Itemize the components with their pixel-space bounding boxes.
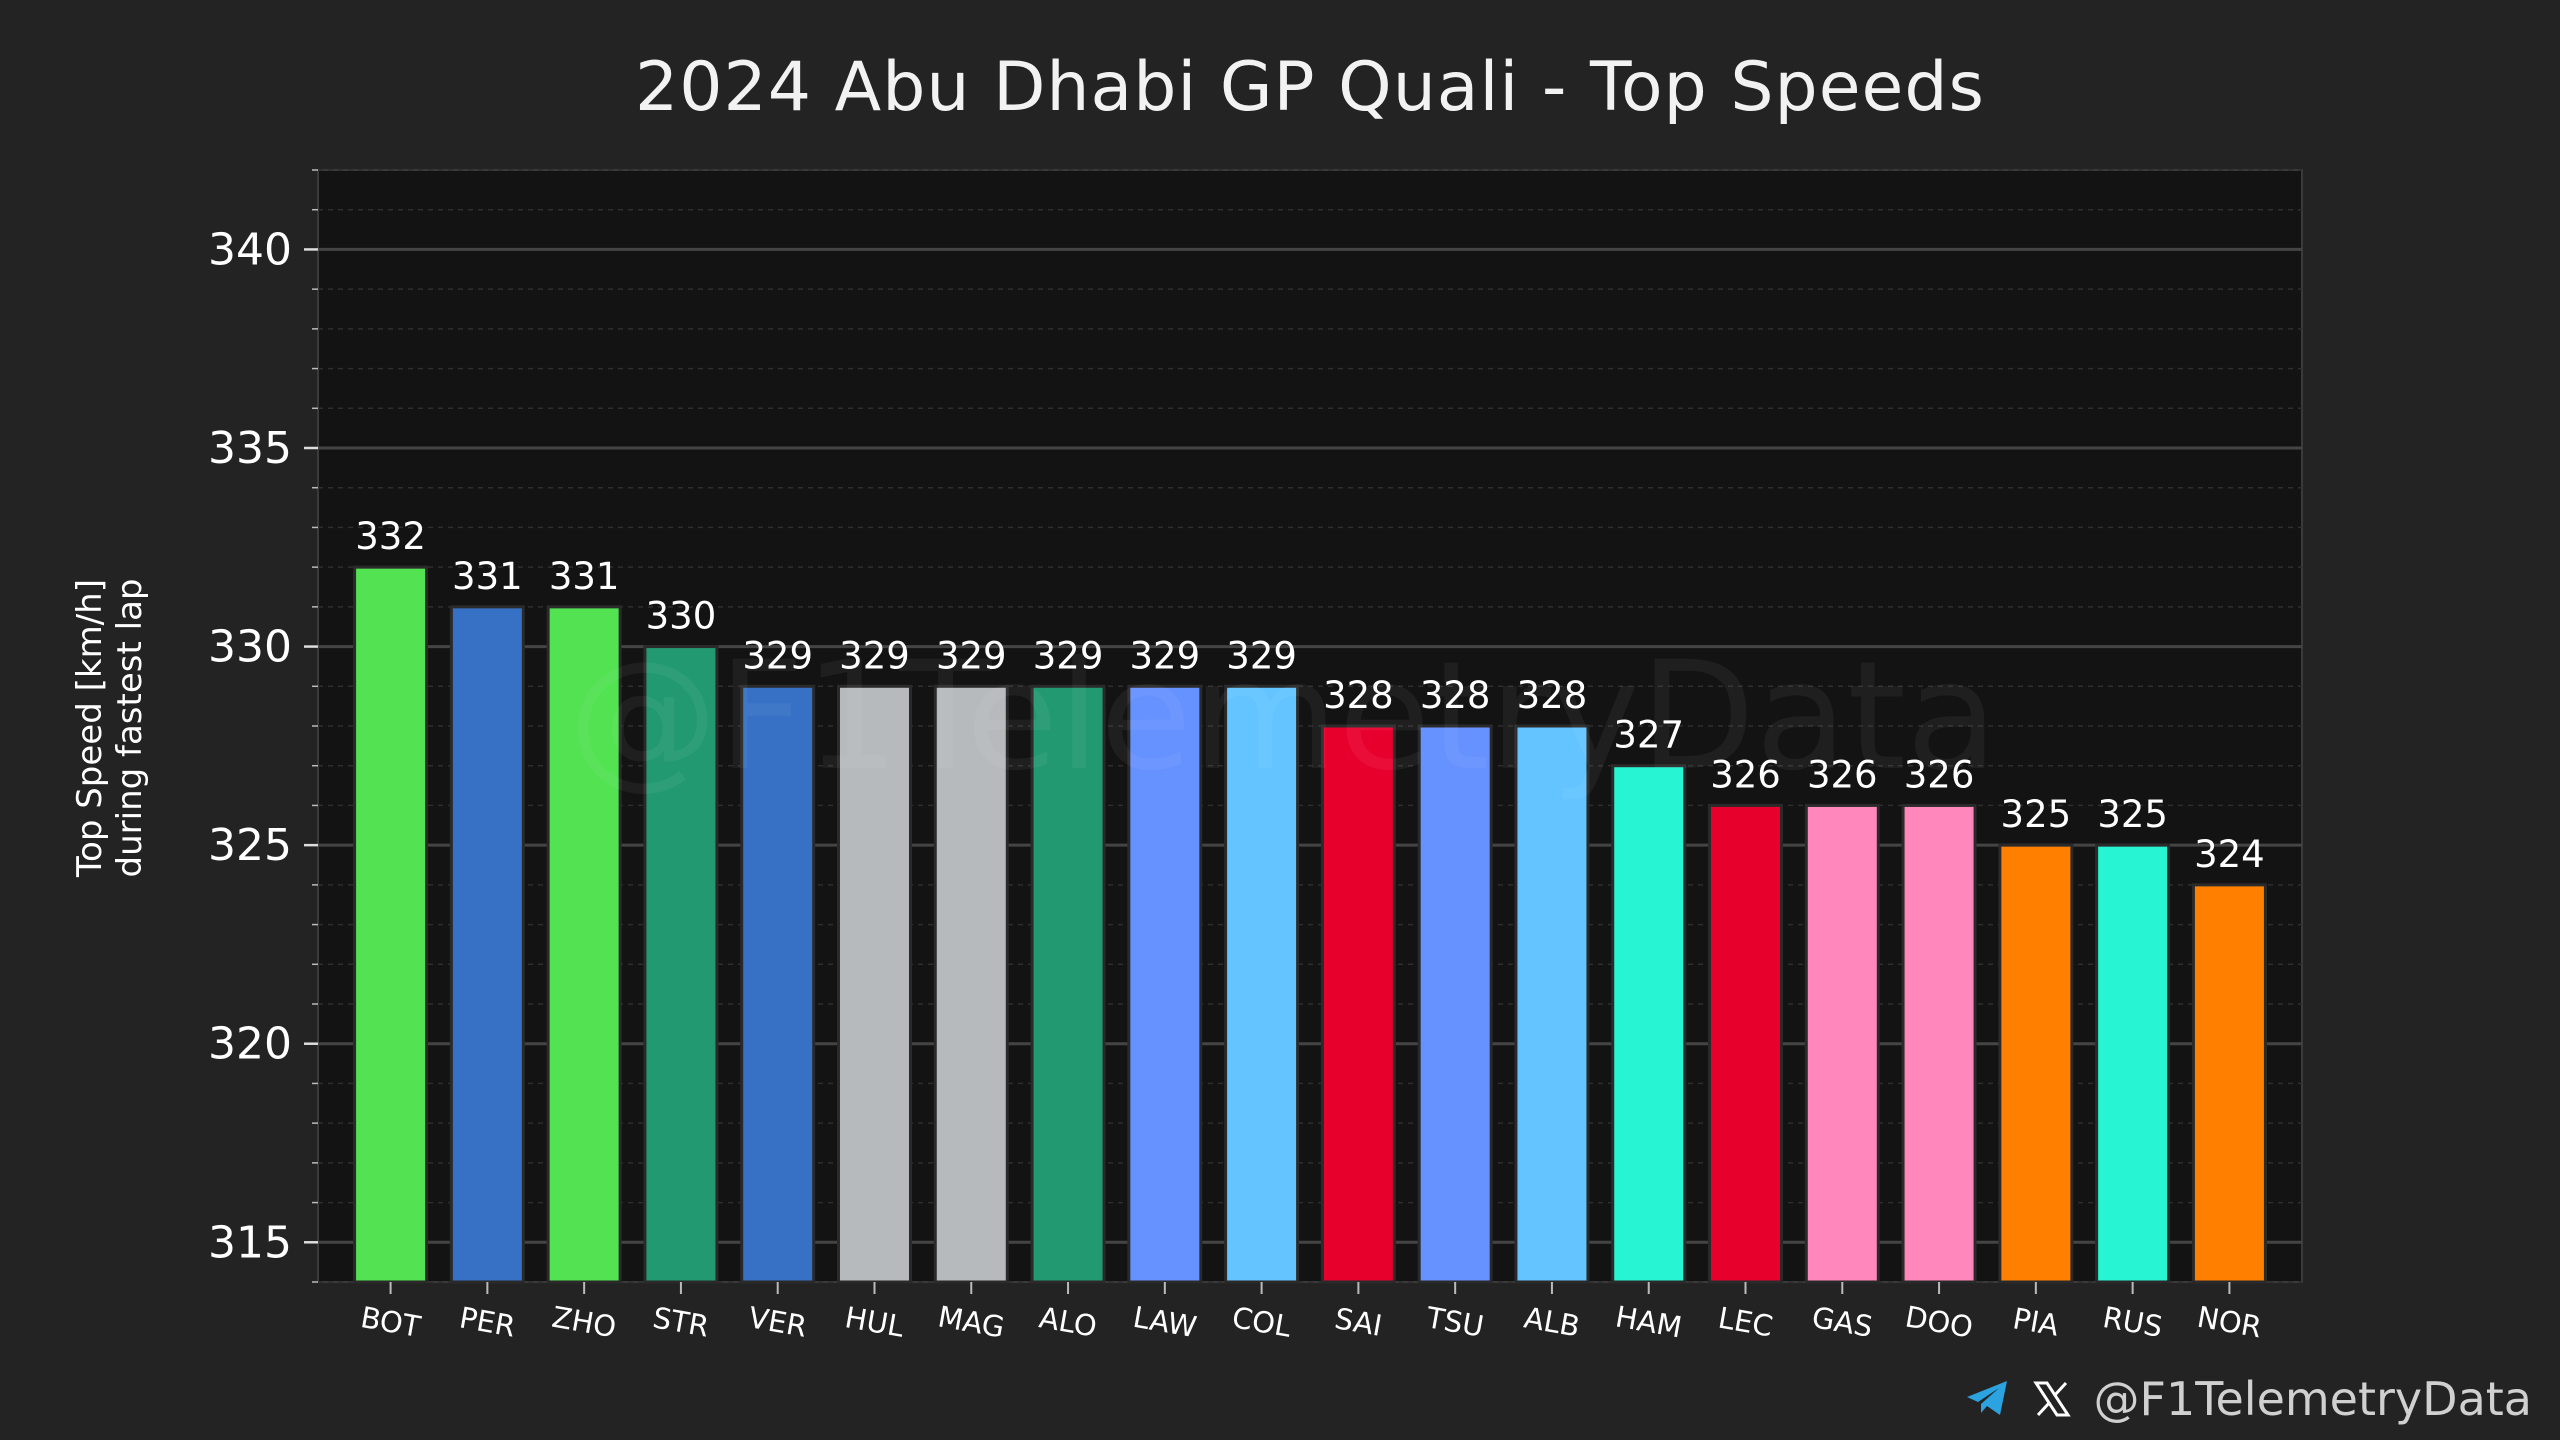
- x-tick-label-str: STR: [650, 1300, 711, 1343]
- bar-rus: [2095, 843, 2171, 1284]
- x-tick-label-gas: GAS: [1809, 1300, 1875, 1344]
- value-label-pia: 325: [2001, 793, 2072, 836]
- value-label-zho: 331: [549, 555, 620, 598]
- x-tick-label-tsu: TSU: [1423, 1300, 1486, 1344]
- value-label-sai: 328: [1323, 674, 1394, 717]
- bar-law: [1127, 684, 1203, 1284]
- x-tick-label-pia: PIA: [2010, 1301, 2061, 1342]
- bar-hul: [836, 684, 912, 1284]
- x-tick-label-alb: ALB: [1521, 1300, 1582, 1343]
- value-label-col: 329: [1226, 634, 1297, 677]
- bar-str: [643, 645, 719, 1284]
- x-tick-label-rus: RUS: [2100, 1300, 2165, 1344]
- x-icon[interactable]: [2033, 1380, 2072, 1418]
- value-label-alo: 329: [1033, 634, 1104, 677]
- bar-alb: [1514, 724, 1590, 1284]
- x-tick-label-per: PER: [457, 1300, 518, 1343]
- value-label-rus: 325: [2097, 793, 2168, 836]
- x-tick-label-ham: HAM: [1613, 1299, 1685, 1344]
- telegram-icon[interactable]: [1965, 1379, 2011, 1419]
- x-tick-label-nor: NOR: [2195, 1300, 2265, 1345]
- x-tick-label-alo: ALO: [1037, 1300, 1100, 1344]
- value-label-nor: 324: [2194, 833, 2265, 876]
- value-label-alb: 328: [1517, 674, 1588, 717]
- value-label-doo: 326: [1904, 753, 1975, 796]
- value-label-lec: 326: [1710, 753, 1781, 796]
- bar-alo: [1030, 684, 1106, 1284]
- bar-ham: [1611, 764, 1687, 1284]
- x-tick-label-law: LAW: [1130, 1300, 1199, 1345]
- x-tick-label-ver: VER: [746, 1300, 809, 1344]
- x-tick-label-sai: SAI: [1332, 1301, 1385, 1343]
- bar-col: [1224, 684, 1300, 1284]
- bar-per: [449, 605, 525, 1284]
- bar-ver: [740, 684, 816, 1284]
- value-label-gas: 326: [1807, 753, 1878, 796]
- x-tick-label-mag: MAG: [935, 1299, 1007, 1344]
- bar-bot: [353, 565, 429, 1284]
- value-label-per: 331: [452, 555, 523, 598]
- y-tick-label: 320: [208, 1019, 292, 1070]
- x-tick-label-bot: BOT: [358, 1300, 423, 1344]
- value-label-bot: 332: [355, 515, 426, 558]
- bar-sai: [1320, 724, 1396, 1284]
- y-tick-label: 335: [208, 423, 292, 474]
- bar-mag: [933, 684, 1009, 1284]
- footer-credit: @F1TelemetryData: [1965, 1372, 2532, 1426]
- bar-gas: [1804, 803, 1880, 1284]
- watermark: @F1TelemetryData: [568, 630, 1998, 804]
- x-tick-label-col: COL: [1229, 1300, 1293, 1344]
- value-label-tsu: 328: [1420, 674, 1491, 717]
- value-label-str: 330: [646, 595, 717, 638]
- y-tick-label: 325: [208, 820, 292, 871]
- x-tick-label-hul: HUL: [842, 1300, 906, 1344]
- y-tick-label: 340: [208, 224, 292, 275]
- x-tick-label-doo: DOO: [1903, 1299, 1976, 1344]
- footer-handle[interactable]: @F1TelemetryData: [2093, 1372, 2532, 1426]
- bar-doo: [1901, 803, 1977, 1284]
- bar-lec: [1708, 803, 1784, 1284]
- value-label-ver: 329: [742, 634, 813, 677]
- bar-nor: [2191, 883, 2267, 1284]
- value-label-mag: 329: [936, 634, 1007, 677]
- y-tick-label: 330: [208, 622, 292, 673]
- y-tick-label: 315: [208, 1217, 292, 1268]
- value-label-ham: 327: [1613, 714, 1684, 757]
- chart-title: 2024 Abu Dhabi GP Quali - Top Speeds: [635, 48, 1985, 127]
- x-tick-label-zho: ZHO: [549, 1300, 618, 1345]
- bar-zho: [546, 605, 622, 1284]
- bar-tsu: [1417, 724, 1493, 1284]
- value-label-hul: 329: [839, 634, 910, 677]
- x-tick-label-lec: LEC: [1716, 1301, 1776, 1344]
- value-label-law: 329: [1130, 634, 1201, 677]
- bar-pia: [1998, 843, 2074, 1284]
